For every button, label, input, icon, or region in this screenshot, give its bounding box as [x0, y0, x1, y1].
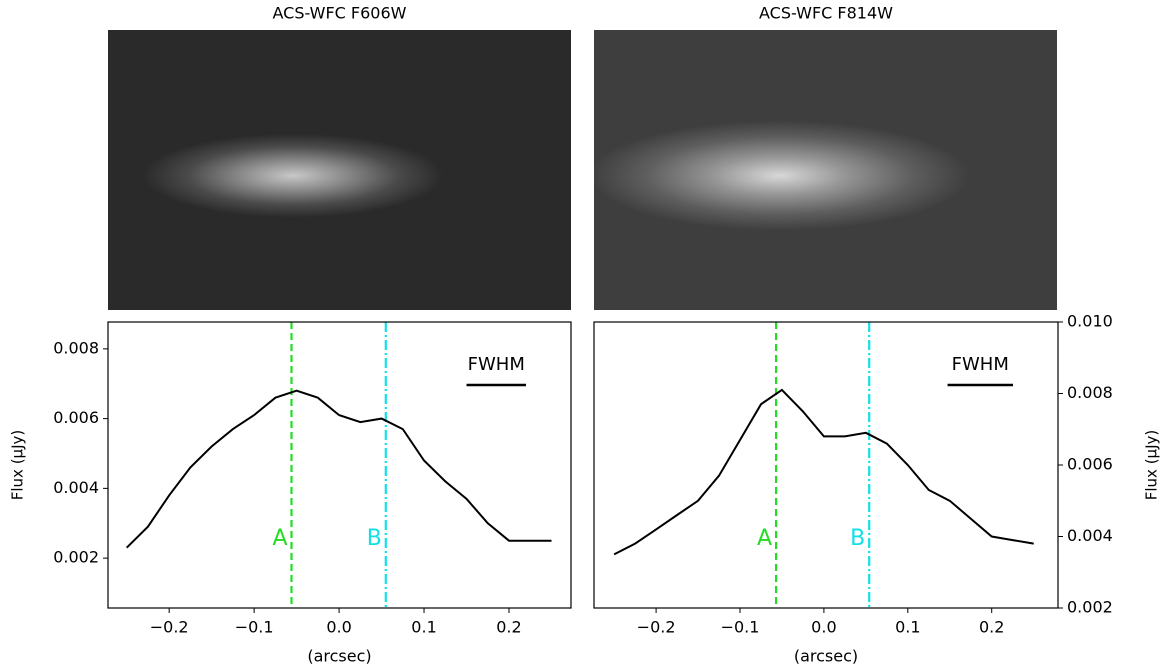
x-tick-label: 0.1: [411, 618, 436, 637]
x-tick-label: −0.2: [150, 618, 189, 637]
image-panel: [108, 30, 571, 310]
fwhm-label: FWHM: [952, 354, 1009, 375]
marker-label: B: [367, 526, 382, 551]
y-tick-label: 0.004: [53, 478, 99, 497]
y-tick-label: 0.006: [1067, 455, 1113, 474]
y-tick-label: 0.002: [1067, 598, 1113, 617]
y-tick-label: 0.010: [1067, 312, 1113, 331]
x-tick-label: 0.2: [979, 618, 1004, 637]
x-tick-label: −0.1: [235, 618, 274, 637]
flux-line: [125, 389, 552, 549]
fwhm-label: FWHM: [468, 354, 525, 375]
marker-label: B: [850, 526, 865, 551]
image-panel: [594, 30, 1057, 310]
x-axis-label: (arcsec): [794, 647, 858, 666]
x-axis-label: (arcsec): [307, 647, 371, 666]
y-axis-label: Flux (μJy): [1143, 430, 1161, 501]
axes-frame: [593, 321, 1059, 609]
flux-line: [613, 388, 1034, 556]
y-tick-label: 0.008: [1067, 383, 1113, 402]
image-title: ACS-WFC F606W: [273, 4, 407, 23]
y-tick-label: 0.008: [53, 338, 99, 357]
marker-label: A: [757, 526, 772, 551]
y-axis-label: Flux (μJy): [9, 430, 27, 501]
y-tick-label: 0.004: [1067, 526, 1113, 545]
x-tick-label: 0.0: [326, 618, 351, 637]
x-tick-label: 0.2: [496, 618, 521, 637]
y-tick-label: 0.006: [53, 408, 99, 427]
x-tick-label: 0.0: [811, 618, 836, 637]
y-tick-label: 0.002: [53, 548, 99, 567]
x-tick-label: −0.1: [721, 618, 760, 637]
axes-frame: [107, 321, 572, 609]
x-tick-label: 0.1: [895, 618, 920, 637]
image-title: ACS-WFC F814W: [759, 4, 893, 23]
marker-label: A: [272, 526, 287, 551]
x-tick-label: −0.2: [637, 618, 676, 637]
